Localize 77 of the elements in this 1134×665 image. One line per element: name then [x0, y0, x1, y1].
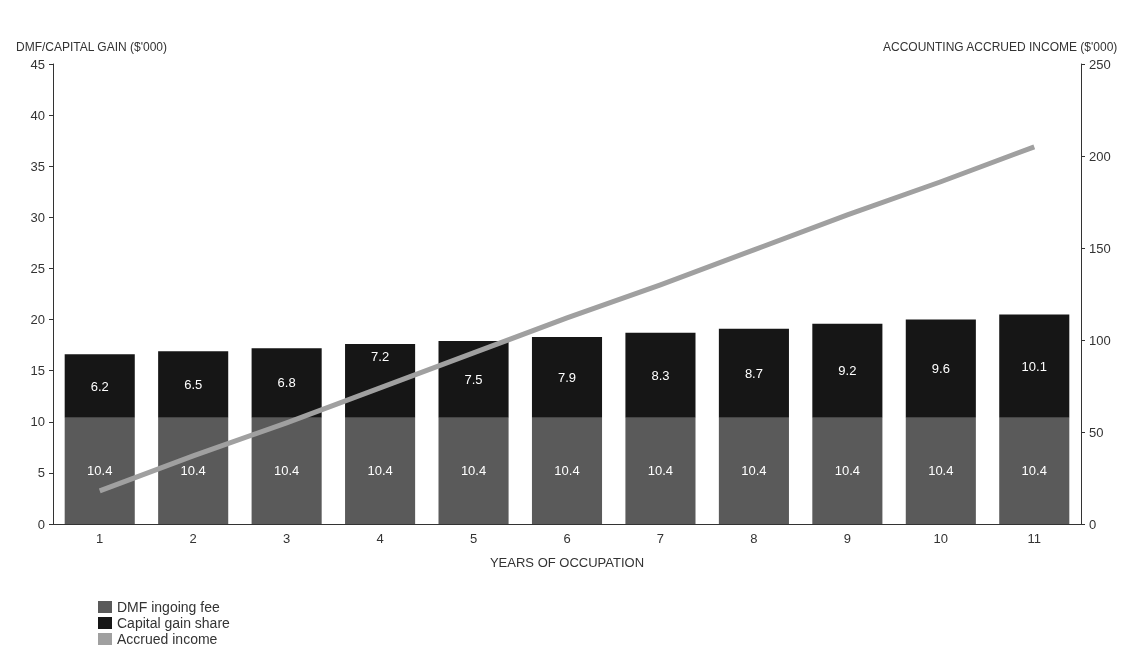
x-tick-label: 10: [933, 531, 949, 546]
x-tick-label: 8: [750, 531, 758, 546]
y-tick-label: 10: [30, 414, 45, 430]
y2-tick-label: 150: [1089, 240, 1111, 256]
data-label: 10.4: [834, 463, 861, 479]
data-label: 6.2: [90, 378, 109, 394]
bar: [438, 417, 509, 524]
bar: [345, 344, 416, 418]
y-tick-label: 30: [30, 209, 45, 225]
bar: [625, 417, 696, 524]
x-tick-label: 6: [563, 531, 571, 546]
data-label: 6.8: [277, 375, 296, 391]
data-label: 10.1: [1021, 358, 1047, 374]
y2-tick-label: 50: [1089, 424, 1104, 440]
bar: [999, 417, 1070, 524]
data-label: 7.5: [464, 371, 483, 387]
bar: [999, 314, 1070, 418]
x-tick-label: 4: [376, 531, 384, 546]
bar: [812, 417, 883, 524]
bar: [905, 319, 976, 418]
legend-label: DMF ingoing fee: [117, 599, 220, 615]
bar: [905, 417, 976, 524]
data-label: 10.4: [741, 463, 767, 479]
y-tick-label: 25: [30, 260, 45, 276]
x-tick-label: 3: [283, 531, 291, 546]
x-axis-title: YEARS OF OCCUPATION: [489, 555, 645, 570]
data-label: 10.4: [460, 463, 487, 479]
y-axis-title: DMF/CAPITAL GAIN ($'000): [16, 40, 167, 54]
data-label: 10.4: [367, 463, 393, 479]
bar: [438, 341, 509, 418]
bar: [64, 417, 135, 524]
data-label: 10.4: [554, 463, 580, 479]
data-label: 10.4: [1021, 463, 1047, 479]
y-tick-label: 5: [37, 465, 45, 481]
y2-tick-label: 250: [1089, 56, 1111, 72]
data-label: 10.4: [273, 463, 300, 479]
data-label: 10.4: [180, 463, 206, 479]
data-label: 10.4: [928, 463, 954, 479]
data-label: 10.4: [647, 463, 674, 479]
bar: [158, 417, 229, 524]
bar: [531, 336, 603, 418]
y-tick-label: 20: [30, 312, 45, 328]
bar: [158, 351, 229, 418]
y2-tick-label: 200: [1089, 148, 1111, 164]
bar: [64, 354, 135, 418]
x-tick-label: 1: [96, 531, 104, 546]
data-label: 8.3: [651, 367, 670, 383]
legend-label: Accrued income: [117, 631, 218, 647]
data-label: 6.5: [184, 376, 203, 392]
data-label: 8.7: [744, 365, 763, 381]
data-label: 9.2: [838, 363, 857, 379]
bar: [718, 417, 789, 524]
y2-axis-title: ACCOUNTING ACCRUED INCOME ($'000): [883, 40, 1118, 54]
y-tick-label: 15: [30, 363, 45, 379]
x-tick-label: 5: [469, 531, 478, 546]
x-tick-label: 9: [843, 531, 851, 546]
data-label: 10.4: [87, 463, 113, 479]
x-tick-label: 11: [1027, 531, 1042, 546]
bar: [251, 348, 322, 418]
y-tick-label: 35: [30, 158, 45, 174]
bar: [718, 328, 789, 418]
y2-tick-label: 100: [1089, 332, 1111, 348]
bar: [531, 417, 603, 524]
legend-label: Capital gain share: [117, 615, 231, 631]
y2-tick-label: 0: [1089, 516, 1097, 532]
y-tick-label: 45: [30, 56, 45, 72]
bar: [812, 323, 883, 418]
data-label: 7.9: [557, 369, 577, 385]
y-tick-label: 40: [30, 107, 45, 123]
bar: [625, 332, 696, 418]
x-tick-label: 7: [656, 531, 665, 546]
bar: [251, 417, 322, 524]
x-tick-label: 2: [189, 531, 197, 546]
bar: [345, 417, 416, 524]
y-tick-label: 0: [37, 516, 45, 532]
data-label: 7.2: [371, 349, 390, 365]
data-label: 9.6: [931, 361, 950, 377]
